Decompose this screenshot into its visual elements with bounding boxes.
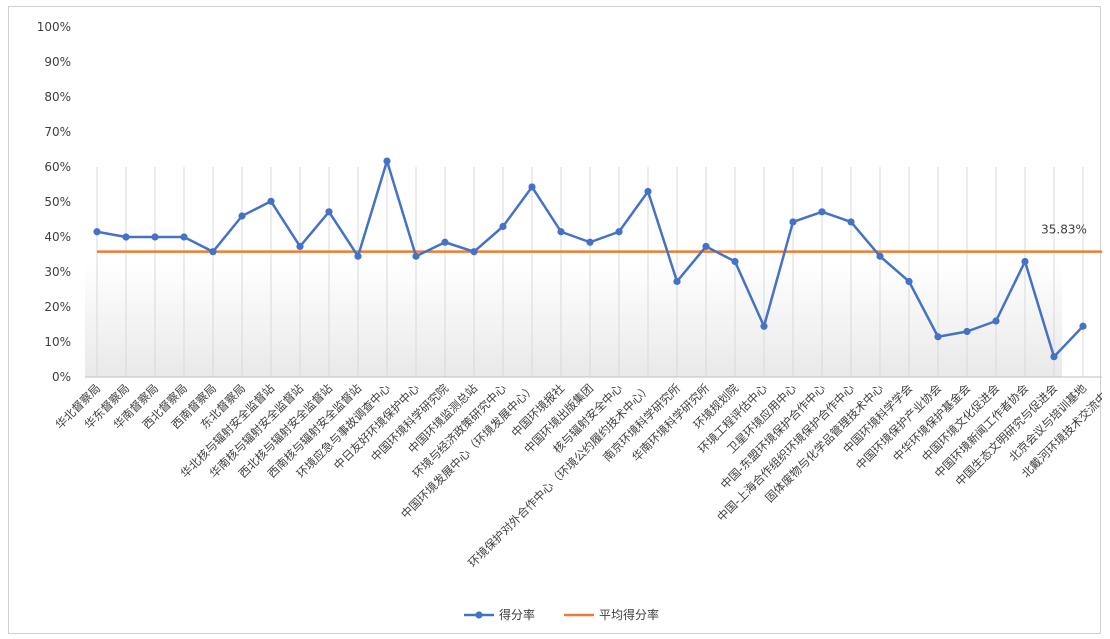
y-tick-label: 80%: [44, 90, 71, 104]
data-point: [209, 248, 217, 256]
data-point: [673, 277, 681, 286]
y-tick-label: 100%: [37, 20, 71, 34]
legend-marker-score-rate: [475, 611, 483, 619]
data-point: [557, 228, 565, 236]
legend-label-average: 平均得分率: [599, 607, 659, 622]
data-point: [151, 233, 159, 241]
y-tick-label: 10%: [44, 335, 71, 349]
data-point: [1021, 257, 1029, 266]
data-point: [586, 238, 594, 246]
data-point: [760, 322, 768, 330]
y-tick-label: 50%: [44, 195, 71, 209]
data-point: [905, 277, 913, 286]
chart-frame: 0% 10% 20% 30% 40% 50% 60% 70% 80% 90% 100% 华北督察局华…: [8, 6, 1102, 634]
data-point: [470, 248, 478, 256]
data-point: [1079, 322, 1087, 330]
data-point: [644, 187, 652, 196]
plot-background: [85, 167, 1062, 377]
y-tick-label: 70%: [44, 125, 71, 139]
data-point: [702, 242, 710, 251]
data-point: [818, 208, 826, 216]
data-point: [934, 333, 942, 341]
data-point: [354, 252, 362, 260]
data-point: [876, 252, 884, 260]
data-point: [267, 197, 275, 205]
data-point: [238, 212, 246, 220]
data-point: [847, 218, 855, 226]
data-point: [731, 257, 739, 266]
data-point: [180, 233, 188, 241]
data-point: [499, 222, 507, 231]
y-tick-label: 60%: [44, 160, 71, 174]
data-point: [992, 317, 1000, 325]
y-tick-label: 40%: [44, 230, 71, 244]
data-point: [789, 218, 797, 226]
data-point: [528, 183, 536, 191]
data-point: [441, 238, 449, 246]
data-point: [963, 327, 971, 336]
legend-label-score-rate: 得分率: [499, 607, 535, 622]
y-tick-label: 90%: [44, 55, 71, 69]
data-point: [296, 242, 304, 251]
data-point: [615, 228, 623, 236]
data-point: [93, 228, 101, 236]
y-tick-label: 20%: [44, 300, 71, 314]
data-point: [325, 208, 333, 216]
average-data-label: 35.83%: [1041, 223, 1087, 237]
data-point: [122, 233, 130, 241]
y-tick-label: 30%: [44, 265, 71, 279]
line-chart: 0%10%20%30%40%50%60%70%80%90%100% 华北督察局华…: [37, 20, 1102, 622]
y-tick-label: 0%: [52, 370, 71, 384]
data-point: [1050, 353, 1058, 361]
data-point: [412, 252, 420, 260]
data-point: [383, 157, 391, 165]
